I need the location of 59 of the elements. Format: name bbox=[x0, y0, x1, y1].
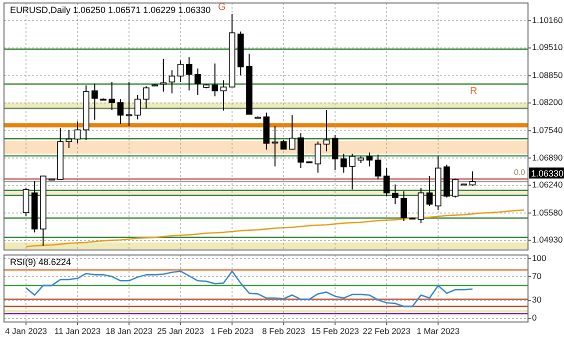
ref-line-label: 1.06330 bbox=[531, 168, 564, 179]
y-tick-label: 100 bbox=[532, 252, 546, 263]
candlestick bbox=[177, 60, 184, 82]
candlestick bbox=[323, 110, 330, 152]
line-series bbox=[25, 270, 474, 308]
y-tick-label: 1.04930 bbox=[532, 234, 563, 245]
candlestick bbox=[143, 86, 150, 109]
candlestick bbox=[452, 178, 458, 198]
candlestick bbox=[22, 187, 30, 216]
y-tick-label: 1.09510 bbox=[532, 42, 563, 52]
annotation: R bbox=[470, 86, 478, 97]
candlestick bbox=[314, 141, 322, 174]
candlestick bbox=[168, 70, 176, 94]
y-tick-label: 1.05580 bbox=[532, 207, 563, 218]
y-tick-label: 1.08850 bbox=[532, 70, 563, 80]
candlestick bbox=[212, 62, 218, 97]
y-tick-label: 1.10160 bbox=[532, 14, 563, 25]
candlestick bbox=[426, 176, 433, 206]
candlestick bbox=[340, 153, 347, 174]
candlestick bbox=[272, 126, 278, 167]
x-tick-label: 22 Feb 2023 bbox=[362, 326, 411, 336]
x-tick-label: 25 Jan 2023 bbox=[157, 326, 204, 336]
candlestick bbox=[92, 83, 98, 120]
y-tick-label: 1.06240 bbox=[532, 180, 563, 190]
candlestick bbox=[194, 68, 201, 96]
x-tick-label: 8 Feb 2023 bbox=[262, 326, 306, 336]
annotation: 0.0 bbox=[514, 168, 526, 177]
candlestick bbox=[392, 184, 398, 205]
candlestick bbox=[469, 170, 476, 186]
candlestick bbox=[383, 168, 390, 197]
chart-title: RSI(9) 48.6224 bbox=[10, 257, 72, 267]
candlestick bbox=[366, 152, 373, 167]
candlestick bbox=[289, 114, 296, 150]
x-tick-label: 11 Jan 2023 bbox=[54, 326, 101, 336]
candlestick bbox=[117, 98, 124, 124]
candlestick bbox=[66, 129, 72, 148]
x-tick-label: 15 Feb 2023 bbox=[311, 326, 360, 336]
y-tick-label: 1.08200 bbox=[532, 97, 563, 108]
candlestick bbox=[400, 190, 407, 222]
y-tick-label: 30 bbox=[532, 294, 542, 305]
candlestick bbox=[74, 120, 81, 144]
x-tick-label: 1 Feb 2023 bbox=[210, 326, 254, 336]
candlestick bbox=[160, 58, 167, 92]
candlestick bbox=[374, 154, 382, 180]
x-tick-label: 4 Jan 2023 bbox=[4, 326, 48, 336]
chart-title: EURUSD,Daily 1.06250 1.06571 1.06229 1.06330 bbox=[10, 5, 211, 15]
candlestick bbox=[349, 153, 356, 190]
candlestick bbox=[134, 94, 141, 120]
candlestick bbox=[186, 56, 192, 91]
x-tick-label: 1 Mar 2023 bbox=[416, 326, 460, 336]
y-tick-label: 70 bbox=[532, 270, 542, 281]
y-tick-label: 0 bbox=[532, 312, 537, 323]
y-tick-label: 1.07540 bbox=[532, 124, 563, 135]
candlestick bbox=[108, 81, 116, 111]
annotation: G bbox=[218, 2, 226, 13]
candlestick bbox=[332, 134, 338, 171]
candlestick bbox=[220, 80, 227, 112]
y-tick-label: 1.06890 bbox=[532, 152, 563, 162]
x-tick-label: 18 Jan 2023 bbox=[106, 326, 153, 336]
